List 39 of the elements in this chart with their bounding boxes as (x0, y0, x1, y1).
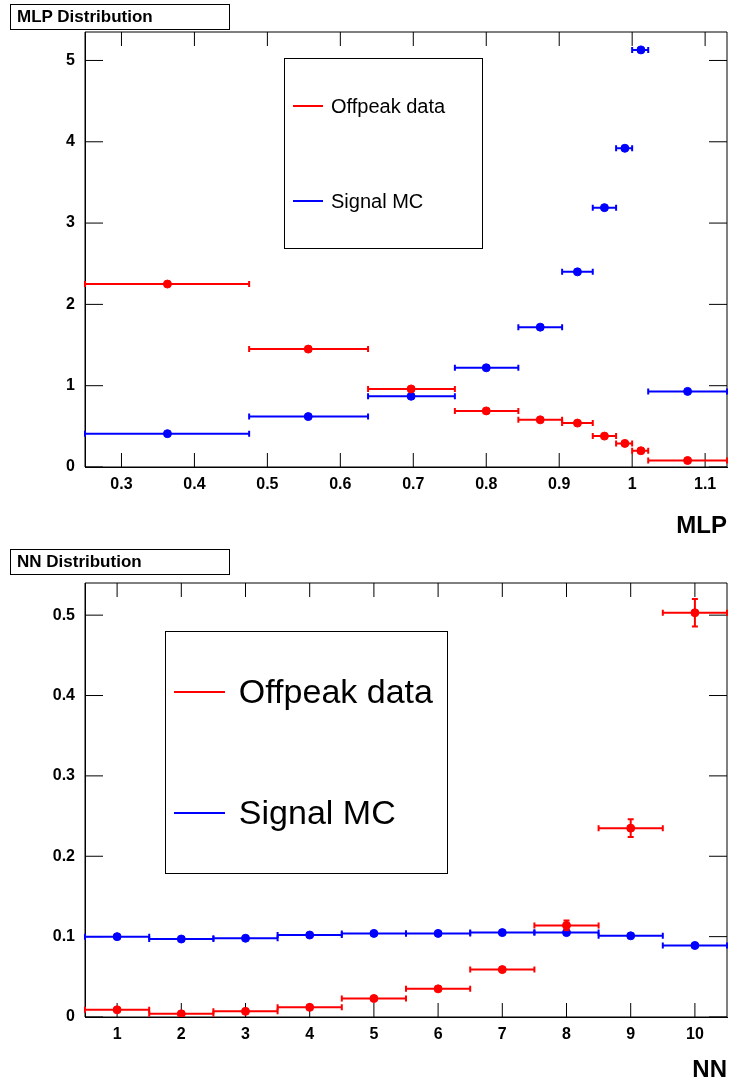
chart-title: MLP Distribution (10, 4, 230, 30)
x-tick-label: 4 (305, 1025, 315, 1043)
y-tick-label: 1 (66, 376, 76, 394)
x-axis-title: NN (692, 1055, 727, 1083)
x-tick-label: 8 (562, 1025, 572, 1043)
x-tick-label: 5 (369, 1025, 379, 1043)
y-tick-label: 4 (66, 132, 76, 150)
y-tick-label: 0.3 (52, 766, 76, 784)
x-tick-label: 10 (686, 1025, 704, 1043)
x-tick-label: 0.7 (402, 475, 425, 493)
y-tick-label: 5 (66, 50, 76, 68)
x-tick-label: 3 (241, 1025, 251, 1043)
y-tick-label: 0 (66, 1007, 76, 1025)
y-tick-label: 2 (66, 294, 76, 312)
legend-label: Offpeak data (331, 94, 446, 118)
x-tick-label: 0.8 (475, 475, 498, 493)
x-tick-label: 2 (176, 1025, 186, 1043)
legend-label: Signal MC (238, 793, 396, 832)
x-tick-label: 0.6 (329, 475, 352, 493)
y-tick-label: 3 (66, 213, 76, 231)
y-tick-label: 0.5 (52, 605, 76, 623)
x-tick-label: 0.3 (110, 475, 133, 493)
x-tick-label: 7 (497, 1025, 507, 1043)
chart-title: NN Distribution (10, 549, 230, 575)
x-tick-label: 0.5 (256, 475, 279, 493)
x-tick-label: 1 (627, 475, 637, 493)
y-tick-label: 0.1 (52, 927, 76, 945)
x-axis-title: MLP (676, 511, 727, 539)
x-tick-label: 0.9 (548, 475, 571, 493)
x-tick-label: 9 (626, 1025, 636, 1043)
legend-label: Offpeak data (238, 672, 433, 712)
x-tick-label: 1 (112, 1025, 122, 1043)
y-tick-label: 0 (66, 457, 76, 475)
y-tick-label: 0.4 (52, 685, 76, 703)
x-tick-label: 6 (433, 1025, 443, 1043)
x-tick-label: 0.4 (183, 475, 206, 493)
y-tick-label: 0.2 (52, 846, 76, 864)
legend-label: Signal MC (331, 189, 424, 213)
x-tick-label: 1.1 (693, 475, 717, 493)
